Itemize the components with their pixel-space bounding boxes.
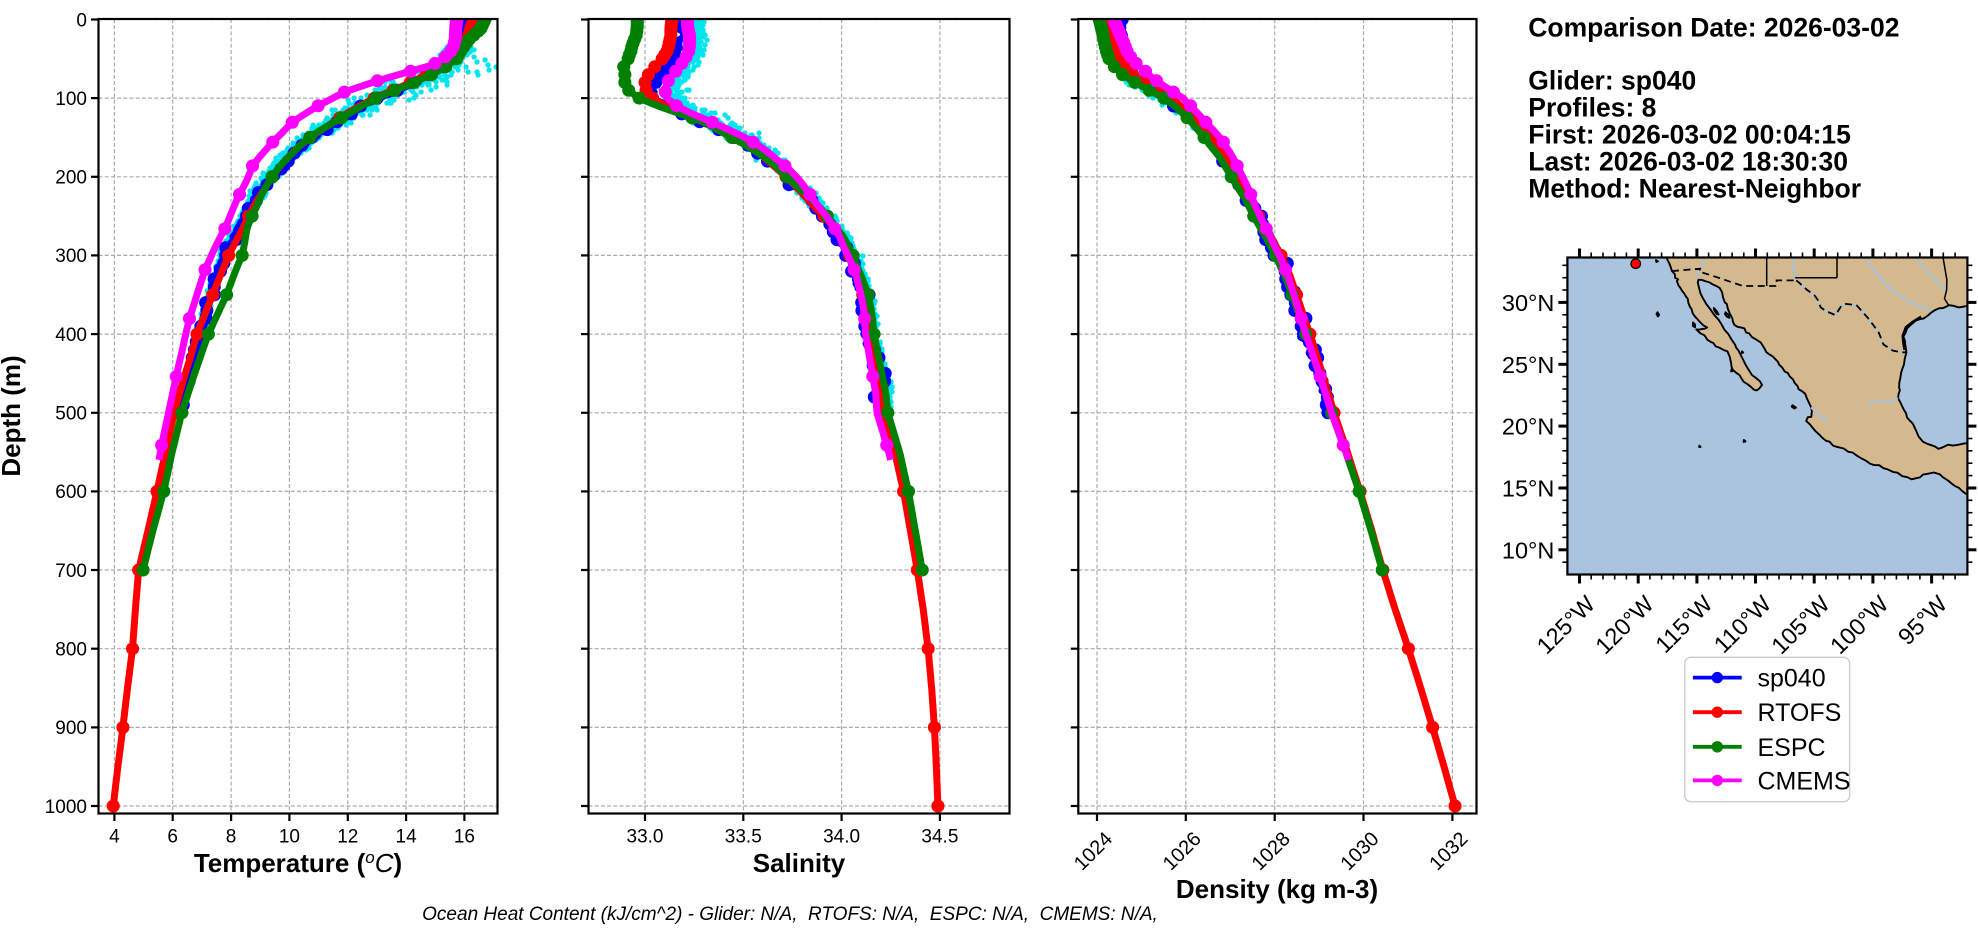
svg-text:900: 900 — [55, 718, 87, 739]
svg-text:25°N: 25°N — [1502, 352, 1555, 378]
svg-text:First: 2026-03-02 00:04:15: First: 2026-03-02 00:04:15 — [1528, 120, 1851, 150]
svg-text:10°N: 10°N — [1502, 537, 1555, 563]
svg-text:400: 400 — [55, 325, 87, 346]
svg-text:700: 700 — [55, 561, 87, 582]
svg-text:0: 0 — [76, 10, 87, 31]
svg-text:500: 500 — [55, 404, 87, 425]
svg-text:800: 800 — [55, 640, 87, 661]
svg-text:100: 100 — [55, 89, 87, 110]
svg-text:300: 300 — [55, 246, 87, 267]
svg-text:600: 600 — [55, 482, 87, 503]
svg-text:Comparison Date: 2026-03-02: Comparison Date: 2026-03-02 — [1528, 13, 1899, 43]
svg-text:34.0: 34.0 — [823, 827, 860, 848]
svg-text:Salinity: Salinity — [753, 848, 846, 878]
svg-text:15°N: 15°N — [1502, 476, 1555, 502]
svg-text:Profiles: 8: Profiles: 8 — [1528, 93, 1656, 123]
svg-text:30°N: 30°N — [1502, 290, 1555, 316]
svg-text:6: 6 — [167, 827, 178, 848]
svg-text:Method: Nearest-Neighbor: Method: Nearest-Neighbor — [1528, 174, 1861, 204]
svg-text:4: 4 — [109, 827, 120, 848]
svg-text:1000: 1000 — [45, 797, 87, 818]
svg-text:sp040: sp040 — [1758, 665, 1826, 693]
svg-text:33.5: 33.5 — [725, 827, 762, 848]
svg-text:14: 14 — [396, 827, 418, 848]
svg-text:Last: 2026-03-02 18:30:30: Last: 2026-03-02 18:30:30 — [1528, 147, 1848, 177]
svg-text:RTOFS: RTOFS — [1758, 699, 1842, 727]
svg-text:34.5: 34.5 — [921, 827, 958, 848]
svg-text:12: 12 — [337, 827, 358, 848]
svg-text:ESPC: ESPC — [1758, 734, 1826, 762]
svg-text:Glider: sp040: Glider: sp040 — [1528, 66, 1696, 96]
svg-text:Depth (m): Depth (m) — [0, 355, 26, 476]
svg-text:33.0: 33.0 — [627, 827, 664, 848]
svg-text:20°N: 20°N — [1502, 414, 1555, 440]
svg-text:8: 8 — [226, 827, 237, 848]
svg-text:Ocean Heat Content (kJ/cm^2) -: Ocean Heat Content (kJ/cm^2) - Glider: N… — [422, 904, 1158, 925]
svg-text:Density (kg m-3): Density (kg m-3) — [1176, 874, 1378, 904]
svg-text:200: 200 — [55, 168, 87, 189]
svg-text:CMEMS: CMEMS — [1758, 767, 1851, 795]
svg-text:16: 16 — [454, 827, 475, 848]
svg-text:10: 10 — [279, 827, 300, 848]
